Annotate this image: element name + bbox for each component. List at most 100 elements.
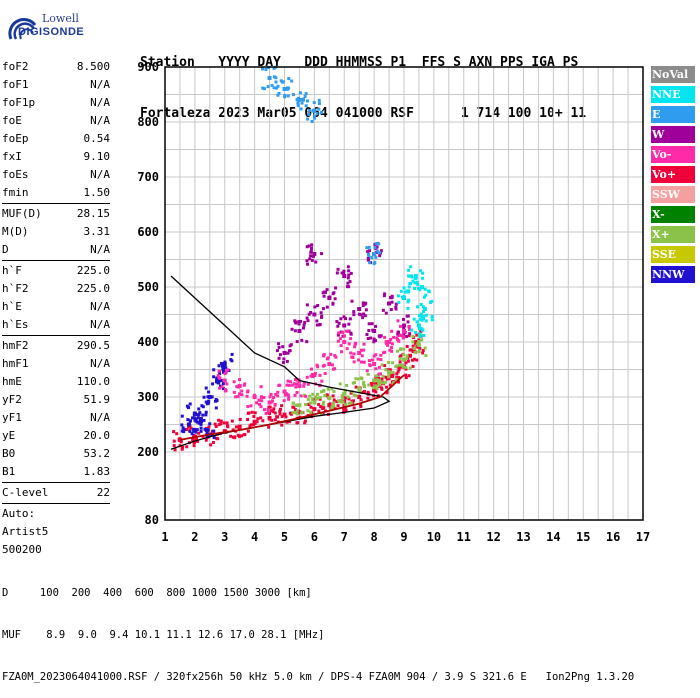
echo-dot — [424, 319, 428, 323]
echo-dot — [405, 314, 409, 318]
echo-dot — [197, 407, 201, 411]
echo-dot — [286, 379, 290, 383]
echo-dot — [310, 246, 314, 250]
echo-dot — [198, 411, 202, 415]
param-value: N/A — [90, 168, 110, 181]
param-row-hf: h`F 225.0 — [2, 262, 110, 280]
echo-dot — [349, 391, 353, 395]
echo-dot — [396, 319, 400, 323]
param-value: 1.50 — [83, 186, 111, 199]
echo-dot — [380, 363, 384, 367]
echo-dot — [173, 448, 177, 452]
echo-dot — [302, 323, 306, 327]
echo-dot — [320, 379, 324, 383]
param-value: 22 — [96, 486, 110, 499]
echo-dot — [325, 305, 329, 309]
echo-dot — [371, 328, 375, 332]
echo-dot — [415, 345, 419, 349]
echo-dot — [395, 364, 399, 368]
echo-dot — [332, 389, 336, 393]
echo-dot — [331, 367, 335, 371]
param-row-mufd: MUF(D) 28.15 — [2, 205, 110, 223]
param-row-yf1: yF1 N/A — [2, 409, 110, 427]
echo-dot — [415, 280, 419, 284]
echo-dot — [172, 430, 176, 434]
echo-dot — [416, 283, 420, 287]
echo-dot — [277, 356, 281, 360]
echo-dot — [421, 276, 425, 280]
data-point — [297, 329, 302, 333]
echo-dot — [374, 353, 378, 357]
echo-dot — [319, 111, 323, 115]
echo-dot — [234, 425, 238, 429]
echo-dot — [271, 410, 275, 414]
echo-dot — [362, 382, 366, 386]
param-value: 51.9 — [83, 393, 111, 406]
echo-dot — [242, 383, 246, 387]
echo-dot — [274, 80, 278, 84]
param-row-md: M(D) 3.31 — [2, 223, 110, 241]
echo-dot — [349, 401, 353, 405]
echo-dot — [411, 344, 415, 348]
data-point — [192, 411, 197, 416]
echo-dot — [368, 261, 372, 265]
param-value: N/A — [90, 357, 110, 370]
echo-dot — [280, 404, 284, 408]
echo-dot — [305, 99, 309, 103]
param-row-hmf2: hmF2 290.5 — [2, 337, 110, 355]
echo-dot — [406, 306, 410, 310]
echo-dot — [390, 342, 394, 346]
echo-dot — [388, 296, 392, 300]
param-row-foe: foE N/A — [2, 112, 110, 130]
echo-dot — [409, 265, 413, 269]
echo-dot — [374, 255, 378, 259]
echo-dot — [420, 338, 424, 342]
echo-dot — [421, 348, 425, 352]
echo-dot — [398, 333, 402, 337]
data-point — [407, 353, 412, 358]
echo-dot — [415, 320, 419, 324]
echo-dot — [374, 384, 378, 388]
echo-dot — [247, 411, 251, 415]
echo-dot — [384, 385, 388, 389]
echo-dot — [391, 381, 395, 385]
echo-dot — [411, 364, 415, 368]
echo-dot — [427, 289, 431, 293]
echo-dot — [352, 381, 356, 385]
param-separator — [2, 503, 110, 504]
echo-dot — [219, 384, 223, 388]
echo-dot — [280, 414, 284, 418]
echo-dot — [272, 395, 276, 399]
echo-dot — [253, 421, 257, 425]
echo-dot — [295, 340, 299, 344]
echo-dot — [317, 409, 321, 413]
echo-dot — [347, 401, 351, 405]
echo-dot — [269, 392, 273, 396]
echo-dot — [408, 332, 412, 336]
echo-dot — [266, 410, 270, 414]
echo-dot — [309, 249, 313, 253]
echo-dot — [285, 359, 289, 363]
echo-dot — [259, 385, 263, 389]
x-tick-label: 11 — [457, 530, 471, 544]
echo-dot — [359, 405, 363, 409]
echo-dot — [296, 421, 300, 425]
echo-dot — [402, 317, 406, 321]
echo-dot — [253, 393, 257, 397]
data-point — [222, 378, 227, 383]
echo-dot — [332, 291, 336, 295]
echo-dot — [345, 285, 349, 289]
echo-dot — [382, 294, 386, 298]
echo-dot — [369, 381, 373, 385]
echo-dot — [365, 246, 369, 250]
echo-dot — [352, 352, 356, 356]
footer-line1: D 100 200 400 600 800 1000 1500 3000 [km… — [2, 587, 312, 599]
legend-item-nnw: NNW — [651, 266, 695, 283]
echo-dot — [198, 420, 202, 424]
echo-dot — [295, 382, 299, 386]
echo-dot — [263, 408, 267, 412]
echo-dot — [403, 290, 407, 294]
echo-dot — [177, 438, 181, 442]
echo-dot — [373, 246, 377, 250]
echo-dot — [181, 445, 185, 449]
